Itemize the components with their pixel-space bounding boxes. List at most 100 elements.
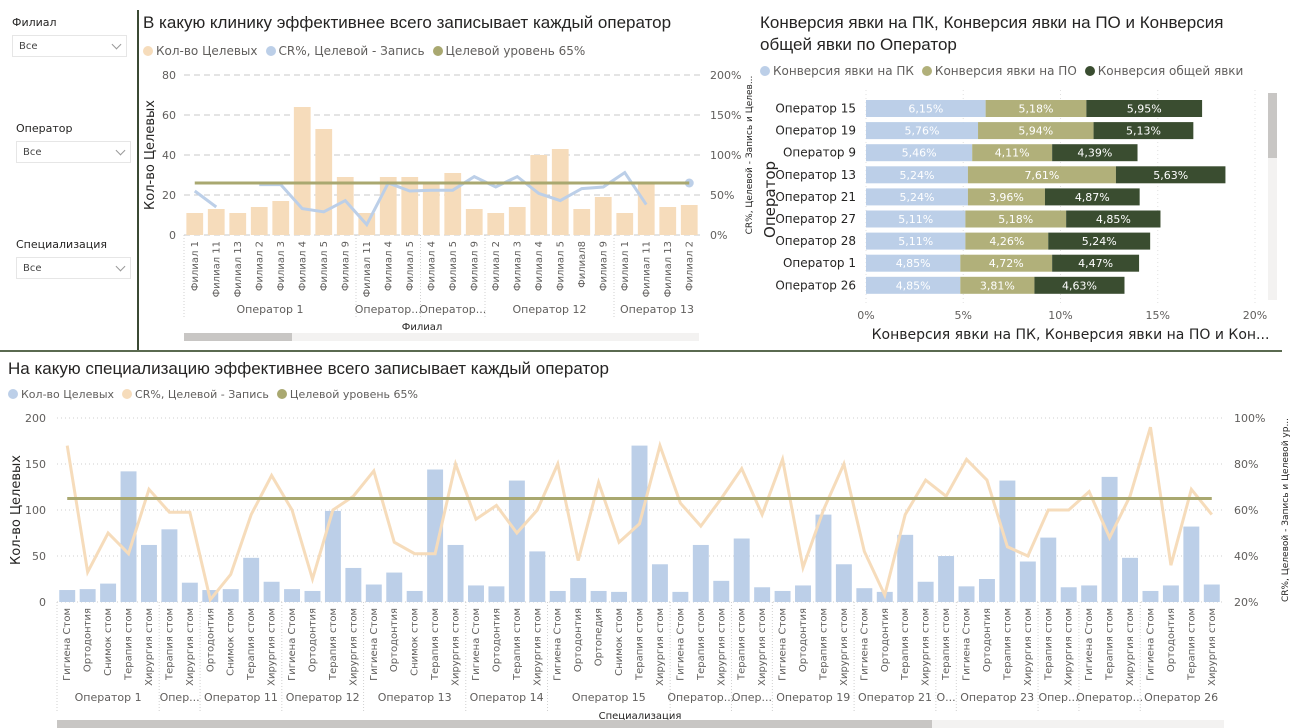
x-tick-label: Ортодонтия: [83, 608, 94, 672]
bar-segment: [866, 232, 966, 250]
y-tick-label: Оператор 21: [775, 190, 856, 204]
bar-segment: [866, 254, 961, 272]
x-tick-label: Ортодонтия: [1166, 608, 1177, 672]
bar: [530, 155, 548, 235]
bar-segment: [866, 122, 979, 140]
bar: [713, 580, 730, 602]
bar: [835, 564, 852, 602]
conversion-chart: 0% 5% 10% 15% 20% Оператор 15 6,15% 5,18% 5,95% О…: [761, 90, 1269, 343]
y-tick-label: 100: [25, 504, 46, 517]
bar: [250, 207, 268, 235]
clinic-chart: 0 0% 20 50% 40 100% 60 150% 80 200% Кол-во Целевых…: [143, 69, 755, 333]
data-label: 5,24%: [899, 169, 934, 182]
y-axis-title: Оператор: [761, 161, 779, 238]
specialization-chart-scroll-thumb[interactable]: [57, 720, 932, 728]
bar: [263, 581, 280, 602]
operator-dropdown[interactable]: Все: [16, 141, 131, 163]
bar: [651, 564, 668, 602]
legend-item[interactable]: Кол-во Целевых: [143, 44, 258, 58]
y2-tick-label: 200%: [710, 69, 741, 82]
clinic-chart-scroll-thumb[interactable]: [184, 333, 292, 341]
data-label: 4,72%: [989, 257, 1024, 270]
x-tick-label: Хирургия стом: [757, 608, 768, 686]
x-tick-label: Гигиена Стом: [778, 608, 789, 681]
bar: [637, 183, 655, 235]
bar: [815, 514, 832, 602]
x-tick-label: Гигиена Стом: [1084, 608, 1095, 681]
x-tick-label: Терапия стом: [512, 608, 523, 681]
y-axis-title: Кол-во Целевых: [143, 100, 158, 210]
bar: [1040, 537, 1057, 602]
conversion-chart-scrollbar[interactable]: [1268, 93, 1277, 300]
data-label: 6,15%: [908, 103, 943, 116]
x-tick-label: Хирургия стом: [144, 608, 155, 686]
x-tick-label: Терапия стом: [900, 608, 911, 681]
dropdown-value: Все: [19, 40, 38, 52]
bar: [529, 551, 546, 602]
x-tick-label: Ортодонтия: [982, 608, 993, 672]
bar: [733, 538, 750, 602]
y2-tick-label: 80%: [1234, 458, 1258, 471]
group-label: Оператор 1: [75, 691, 142, 704]
x-tick-label: Хирургия стом: [1125, 608, 1136, 686]
specialization-dropdown[interactable]: Все: [16, 257, 131, 279]
x-tick-label: Филиал 4: [426, 241, 437, 291]
legend-dot: [1084, 66, 1095, 76]
bar: [795, 585, 811, 602]
legend-label: Конверсия явки на ПО: [934, 64, 1077, 78]
legend-item[interactable]: Конверсия явки на ПО: [921, 64, 1077, 78]
bar-segment: [1048, 232, 1151, 250]
legend-item[interactable]: CR%, Целевой - Запись: [265, 44, 425, 58]
group-label: Оператор...: [1076, 691, 1143, 704]
horizontal-divider: [0, 350, 1282, 352]
legend-dot: [122, 389, 133, 399]
legend-item[interactable]: Кол-во Целевых: [8, 388, 114, 401]
legend-item[interactable]: Конверсия общей явки: [1084, 64, 1243, 78]
x-tick-label: Гигиена Стом: [62, 608, 73, 681]
x-tick-label: Терапия стом: [1186, 608, 1197, 681]
conversion-chart-scroll-thumb[interactable]: [1268, 93, 1277, 158]
bar: [508, 480, 525, 602]
data-label: 4,63%: [1062, 279, 1097, 292]
data-label: 5,76%: [905, 125, 940, 138]
bar-segment: [978, 122, 1094, 140]
legend-item[interactable]: Целевой уровень 65%: [276, 388, 418, 401]
clinic-chart-scrollbar[interactable]: [184, 333, 699, 341]
x-tick-label: Терапия стом: [1043, 608, 1054, 681]
y-tick-label: Оператор 13: [775, 168, 856, 182]
data-label: 5,95%: [1127, 103, 1162, 116]
y-tick-label: Оператор 19: [775, 124, 856, 138]
y-tick-label: 50: [32, 550, 46, 563]
y-tick-label: 0: [169, 229, 176, 242]
legend-item[interactable]: Конверсия явки на ПК: [760, 64, 914, 78]
x-tick-label: Терапия стом: [1105, 608, 1116, 681]
x-tick-label: Филиал 3: [512, 241, 523, 291]
bar-segment: [866, 166, 968, 184]
x-tick-label: Терапия стом: [246, 608, 257, 681]
dropdown-value: Все: [23, 262, 42, 274]
group-label: О...: [937, 691, 956, 704]
x-tick-label: Ортодонтия: [389, 608, 400, 672]
x-tick-label: Терапия стом: [818, 608, 829, 681]
bar: [549, 590, 566, 602]
x-tick-label: Филиал 5: [319, 241, 330, 291]
slicer-filial: Филиал Все: [12, 16, 127, 57]
x-tick-label: Филиал 3: [276, 241, 287, 291]
filial-dropdown[interactable]: Все: [12, 35, 127, 57]
data-label: 7,61%: [1024, 169, 1059, 182]
y2-axis-title: CR%, Целевой - Запись и Целев...: [745, 76, 755, 235]
bar: [1060, 587, 1077, 602]
clinic-chart-legend: Кол-во Целевых CR%, Целевой - Запись Цел…: [143, 44, 585, 58]
x-tick-label: Филиал 13: [663, 241, 674, 297]
bar: [468, 585, 484, 602]
bar: [508, 207, 526, 235]
x-tick-label: Хирургия стом: [839, 608, 850, 686]
bar: [573, 209, 591, 235]
conversion-chart-title: Конверсия явки на ПК, Конверсия явки на …: [760, 13, 1224, 54]
y-tick-label: 60: [162, 109, 176, 122]
bar: [1203, 584, 1220, 602]
legend-item[interactable]: CR%, Целевой - Запись: [122, 388, 269, 401]
x-tick-label: Филиал 9: [598, 241, 609, 291]
legend-item[interactable]: Целевой уровень 65%: [432, 44, 585, 58]
cr-line: [65, 426, 1213, 604]
